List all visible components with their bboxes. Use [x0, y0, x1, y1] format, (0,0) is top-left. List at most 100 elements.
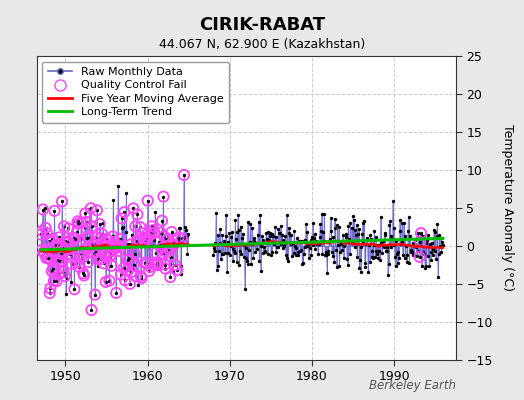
Point [70, 235, 78, 241]
Text: CIRIK-RABAT: CIRIK-RABAT [199, 16, 325, 34]
Point [135, 238, 143, 245]
Point [104, 243, 112, 249]
Point [173, 267, 181, 273]
Point [104, 249, 113, 255]
Point [416, 239, 424, 245]
Point [438, 239, 446, 245]
Point [82, 219, 91, 225]
Point [300, 250, 308, 257]
Point [324, 251, 333, 258]
Point [117, 272, 125, 278]
Point [432, 256, 440, 262]
Point [383, 244, 391, 250]
Point [434, 251, 443, 258]
Point [96, 235, 105, 242]
Point [73, 228, 81, 235]
Point [222, 212, 230, 218]
Point [144, 198, 152, 204]
Point [423, 237, 431, 243]
Point [106, 253, 114, 260]
Point [428, 240, 436, 246]
Point [180, 234, 189, 240]
Point [271, 249, 280, 255]
Point [48, 268, 56, 274]
Point [436, 243, 444, 249]
Point [421, 265, 429, 271]
Point [260, 248, 269, 254]
Point [355, 264, 364, 271]
Point [104, 243, 112, 249]
Text: 44.067 N, 62.900 E (Kazakhstan): 44.067 N, 62.900 E (Kazakhstan) [159, 38, 365, 51]
Point [233, 228, 242, 235]
Point [255, 219, 263, 226]
Point [253, 246, 261, 253]
Point [66, 246, 74, 252]
Point [351, 244, 359, 250]
Point [40, 249, 48, 256]
Point [374, 254, 383, 261]
Point [137, 275, 146, 282]
Point [394, 249, 402, 256]
Point [146, 264, 155, 270]
Point [403, 259, 411, 266]
Point [305, 241, 313, 247]
Point [246, 239, 254, 246]
Point [313, 240, 321, 247]
Point [373, 251, 381, 258]
Point [171, 262, 179, 268]
Point [72, 252, 80, 259]
Point [46, 285, 54, 292]
Point [143, 260, 151, 267]
Point [385, 222, 394, 228]
Point [359, 240, 368, 246]
Point [152, 260, 161, 266]
Point [75, 264, 83, 270]
Point [164, 236, 172, 242]
Point [180, 172, 188, 178]
Point [316, 221, 324, 227]
Point [105, 278, 114, 284]
Point [248, 241, 257, 247]
Point [413, 248, 422, 254]
Point [335, 262, 344, 269]
Point [383, 248, 391, 255]
Point [322, 252, 330, 258]
Point [281, 233, 290, 239]
Point [67, 279, 75, 286]
Point [292, 245, 300, 252]
Point [99, 220, 107, 226]
Point [129, 205, 137, 212]
Point [169, 242, 178, 248]
Point [387, 244, 395, 250]
Point [411, 236, 419, 243]
Point [364, 269, 373, 275]
Point [145, 268, 153, 274]
Point [237, 224, 245, 230]
Point [63, 276, 71, 282]
Point [93, 256, 102, 262]
Point [209, 252, 217, 258]
Point [106, 251, 115, 258]
Point [82, 245, 90, 251]
Point [173, 267, 181, 273]
Point [78, 255, 86, 261]
Point [230, 248, 238, 254]
Point [79, 270, 88, 276]
Point [102, 236, 111, 242]
Point [220, 240, 228, 247]
Point [155, 246, 163, 253]
Point [272, 234, 281, 240]
Point [101, 253, 110, 259]
Point [124, 240, 133, 247]
Point [82, 219, 91, 225]
Point [433, 220, 442, 227]
Point [119, 265, 128, 272]
Point [72, 260, 81, 266]
Point [79, 248, 87, 254]
Point [308, 234, 316, 240]
Point [39, 249, 48, 256]
Point [63, 238, 72, 245]
Point [313, 239, 322, 246]
Point [245, 247, 253, 254]
Point [70, 286, 79, 292]
